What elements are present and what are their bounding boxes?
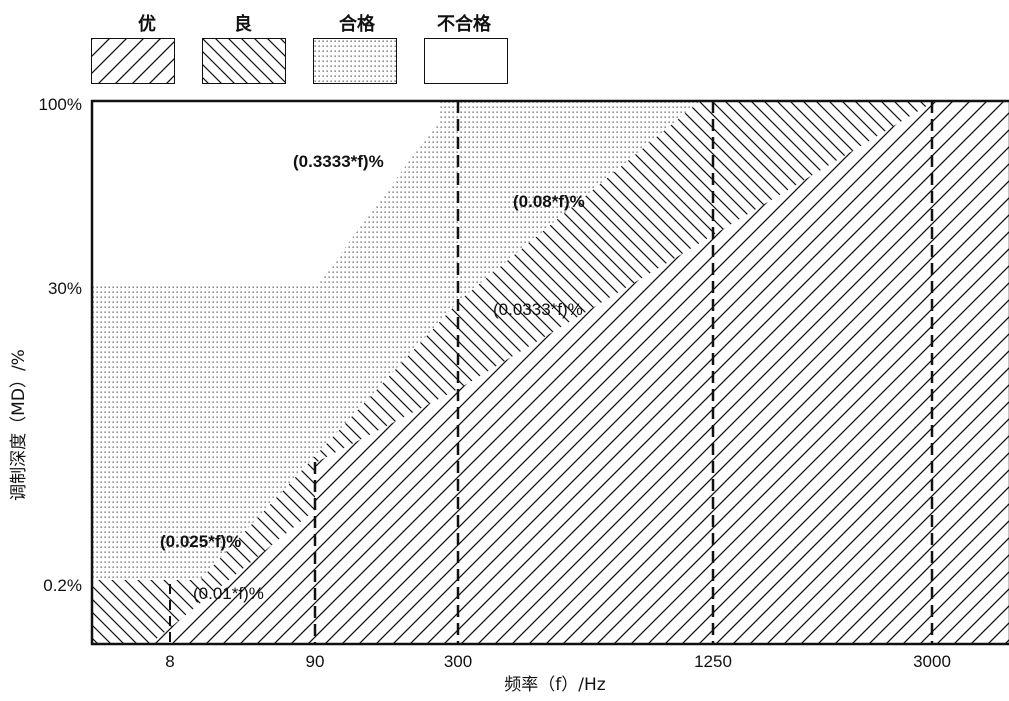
x-tick-label: 8 <box>165 652 174 671</box>
x-tick-label: 3000 <box>913 652 951 671</box>
zone-excellent-hatch <box>150 101 1009 644</box>
legend-label-unacceptable: 不合格 <box>437 14 491 35</box>
legend-label-excellent: 优 <box>138 14 156 35</box>
legend-swatch-acceptable <box>313 38 397 84</box>
annotation-0-08: (0.08*f)% <box>513 192 585 211</box>
annotation-0-3333: (0.3333*f)% <box>293 152 384 171</box>
legend-swatch-good <box>202 38 286 84</box>
y-axis-title: 调制深度（MD）/% <box>9 349 29 501</box>
annotation-0-01: (0.01*f)% <box>193 584 264 603</box>
plot-frame <box>90 99 1009 646</box>
y-tick-label: 30% <box>48 279 82 298</box>
x-tick-label: 90 <box>306 652 325 671</box>
legend-swatch-excellent <box>91 38 175 84</box>
legend-label-acceptable: 合格 <box>339 14 375 35</box>
x-tick-label: 300 <box>444 652 472 671</box>
y-tick-label: 100% <box>39 95 82 114</box>
annotation-0-0333: (0.0333*f)% <box>493 300 583 319</box>
x-tick-label: 1250 <box>694 652 732 671</box>
legend-swatch-unacceptable <box>424 38 508 84</box>
legend-label-good: 良 <box>234 14 252 35</box>
annotation-0-025: (0.025*f)% <box>160 532 241 551</box>
x-axis-title: 频率（f）/Hz <box>504 675 605 695</box>
y-tick-label: 0.2% <box>43 576 82 595</box>
